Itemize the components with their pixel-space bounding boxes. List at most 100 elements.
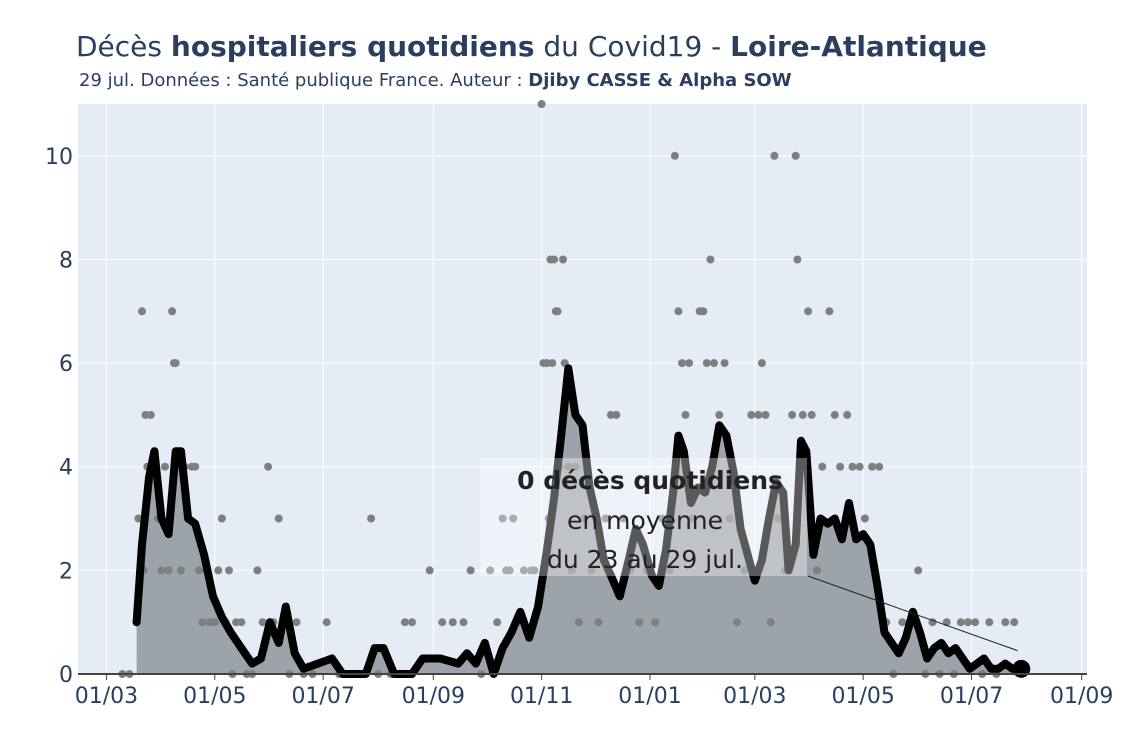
daily-point — [757, 359, 766, 368]
daily-point — [210, 618, 219, 627]
daily-point — [804, 307, 813, 316]
daily-point — [408, 618, 416, 627]
daily-point — [836, 462, 845, 471]
daily-point — [710, 359, 718, 368]
daily-point — [843, 410, 852, 419]
daily-point — [770, 151, 779, 160]
daily-point — [564, 462, 573, 471]
x-tick-label: 01/09 — [1050, 684, 1113, 709]
subtitle-text: 29 jul. Données : Santé publique France.… — [79, 70, 529, 91]
annotation-arrow — [807, 575, 1018, 652]
title-part-2: hospitaliers quotidiens — [170, 30, 535, 63]
last-value-marker — [1012, 659, 1031, 678]
daily-point — [830, 410, 839, 419]
daily-point — [725, 514, 734, 523]
daily-point — [191, 462, 200, 471]
title-part-1: Décès — [76, 30, 171, 63]
x-tick-label: 01/05 — [831, 684, 894, 709]
daily-point — [400, 618, 409, 627]
daily-point — [754, 410, 763, 419]
daily-point — [720, 359, 729, 368]
daily-point — [587, 566, 596, 575]
x-tick-label: 01/03 — [723, 684, 786, 709]
daily-point — [580, 514, 589, 523]
daily-point — [868, 462, 877, 471]
daily-point — [466, 566, 475, 575]
area-layer — [136, 368, 1022, 674]
daily-point — [367, 514, 376, 523]
daily-point — [793, 255, 802, 264]
daily-point — [146, 410, 155, 419]
daily-point — [253, 566, 262, 575]
daily-point — [971, 618, 980, 627]
daily-point — [550, 255, 559, 264]
daily-point — [788, 410, 797, 419]
daily-point — [493, 618, 502, 627]
daily-point — [685, 359, 694, 368]
x-tick-label: 01/01 — [618, 684, 681, 709]
daily-point — [567, 566, 576, 575]
daily-point — [438, 618, 447, 627]
daily-point — [594, 618, 603, 627]
daily-point — [157, 566, 166, 575]
daily-point — [171, 359, 180, 368]
y-tick-label: 2 — [59, 559, 73, 584]
daily-point — [860, 514, 869, 523]
daily-point — [225, 566, 233, 575]
daily-point — [747, 410, 756, 419]
daily-point — [681, 410, 690, 419]
daily-point — [537, 100, 546, 108]
daily-point — [425, 566, 434, 575]
daily-point — [619, 514, 628, 523]
daily-point — [237, 618, 246, 627]
daily-point — [448, 618, 457, 627]
daily-point — [1010, 618, 1019, 627]
title-part-3: du Covid19 - — [534, 30, 731, 63]
daily-point — [670, 151, 679, 160]
daily-point — [530, 566, 539, 575]
daily-point — [688, 514, 697, 523]
x-tick-label: 01/11 — [510, 684, 573, 709]
daily-point — [601, 514, 610, 523]
y-tick-label: 10 — [45, 145, 73, 170]
daily-point — [699, 307, 708, 316]
daily-point — [702, 359, 711, 368]
x-tick-label: 01/03 — [75, 684, 138, 709]
axis-layer: 01/03 01/05 01/07 01/09 01/11 01/01 01/03 01/05… — [45, 145, 1113, 709]
daily-point — [138, 307, 146, 316]
daily-point — [798, 410, 807, 419]
daily-point — [706, 255, 715, 264]
daily-point — [855, 462, 864, 471]
annotation-box — [480, 458, 807, 576]
daily-point — [486, 566, 495, 575]
daily-point — [813, 566, 821, 575]
daily-point — [548, 359, 557, 368]
daily-point — [635, 618, 644, 627]
daily-point — [612, 410, 621, 419]
x-tick-label: 01/07 — [940, 684, 1003, 709]
daily-point — [198, 618, 207, 627]
daily-point — [674, 307, 683, 316]
x-tick-label: 01/05 — [183, 684, 246, 709]
daily-point — [161, 462, 169, 471]
daily-point — [1001, 618, 1010, 627]
daily-point — [559, 255, 567, 264]
daily-point — [928, 618, 937, 627]
daily-point — [264, 462, 273, 471]
daily-point — [322, 618, 331, 627]
annotation-line-1: 0 décès quotidiens — [517, 466, 783, 495]
y-tick-label: 8 — [59, 248, 73, 273]
daily-point — [914, 566, 923, 575]
subtitle-authors: Djiby CASSE & Alpha SOW — [528, 70, 792, 91]
daily-point — [292, 618, 301, 627]
daily-point — [956, 618, 965, 627]
daily-point — [678, 359, 686, 368]
mean-line — [132, 364, 1026, 678]
daily-point — [665, 566, 674, 575]
daily-point — [761, 410, 770, 419]
y-tick-label: 6 — [59, 352, 73, 377]
daily-point — [875, 462, 884, 471]
daily-point — [194, 566, 203, 575]
daily-point — [214, 566, 223, 575]
chart-subtitle: 29 jul. Données : Santé publique France.… — [79, 70, 792, 91]
